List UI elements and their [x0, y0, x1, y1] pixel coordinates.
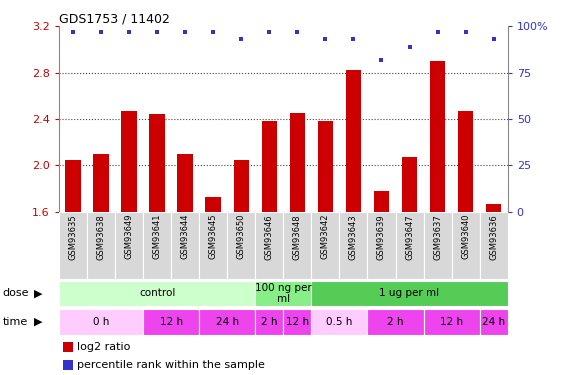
Bar [255, 309, 283, 334]
Bar [199, 309, 255, 334]
Bar [396, 212, 424, 279]
Point [349, 36, 358, 42]
Text: 2 h: 2 h [261, 316, 278, 327]
Text: ▶: ▶ [34, 316, 43, 327]
Point [153, 29, 162, 35]
Text: GSM93644: GSM93644 [181, 214, 190, 260]
Text: GSM93648: GSM93648 [293, 214, 302, 260]
Text: GSM93638: GSM93638 [96, 214, 105, 260]
Text: 12 h: 12 h [440, 316, 463, 327]
Point [125, 29, 134, 35]
Bar [430, 61, 445, 212]
Text: GSM93635: GSM93635 [68, 214, 77, 260]
Bar [149, 114, 165, 212]
Bar [143, 309, 199, 334]
Bar [227, 212, 255, 279]
Bar [283, 309, 311, 334]
Bar [311, 309, 367, 334]
Text: GSM93642: GSM93642 [321, 214, 330, 260]
Bar [452, 212, 480, 279]
Text: GSM93641: GSM93641 [153, 214, 162, 260]
Text: percentile rank within the sample: percentile rank within the sample [77, 360, 265, 370]
Text: GDS1753 / 11402: GDS1753 / 11402 [59, 12, 170, 25]
Bar [59, 280, 255, 306]
Point [461, 29, 470, 35]
Bar [367, 212, 396, 279]
Bar [486, 204, 502, 212]
Text: control: control [139, 288, 175, 298]
Text: 12 h: 12 h [159, 316, 183, 327]
Bar [480, 309, 508, 334]
Text: GSM93649: GSM93649 [125, 214, 134, 260]
Bar [458, 111, 473, 212]
Bar [87, 212, 115, 279]
Point [489, 36, 498, 42]
Text: 100 ng per
ml: 100 ng per ml [255, 283, 312, 304]
Text: 0 h: 0 h [93, 316, 109, 327]
Text: GSM93639: GSM93639 [377, 214, 386, 260]
Bar [63, 342, 73, 352]
Text: GSM93636: GSM93636 [489, 214, 498, 260]
Bar [402, 158, 417, 212]
Text: GSM93643: GSM93643 [349, 214, 358, 260]
Bar [93, 154, 109, 212]
Bar [59, 212, 87, 279]
Bar [59, 309, 143, 334]
Bar [289, 113, 305, 212]
Point [237, 36, 246, 42]
Text: 1 ug per ml: 1 ug per ml [379, 288, 440, 298]
Point [321, 36, 330, 42]
Point [433, 29, 442, 35]
Text: GSM93650: GSM93650 [237, 214, 246, 260]
Text: 24 h: 24 h [215, 316, 239, 327]
Bar [367, 309, 424, 334]
Bar [318, 122, 333, 212]
Bar [143, 212, 171, 279]
Point [96, 29, 105, 35]
Bar [424, 212, 452, 279]
Text: GSM93640: GSM93640 [461, 214, 470, 260]
Bar [205, 197, 221, 212]
Text: 2 h: 2 h [387, 316, 404, 327]
Bar [346, 70, 361, 212]
Bar [283, 212, 311, 279]
Bar [339, 212, 367, 279]
Bar [233, 160, 249, 212]
Point [293, 29, 302, 35]
Point [265, 29, 274, 35]
Bar [115, 212, 143, 279]
Bar [374, 191, 389, 212]
Text: 24 h: 24 h [482, 316, 505, 327]
Bar [261, 122, 277, 212]
Bar [255, 212, 283, 279]
Point [68, 29, 77, 35]
Bar [480, 212, 508, 279]
Text: GSM93637: GSM93637 [433, 214, 442, 260]
Bar [311, 280, 508, 306]
Point [377, 57, 386, 63]
Bar [121, 111, 137, 212]
Bar [424, 309, 480, 334]
Text: log2 ratio: log2 ratio [77, 342, 130, 352]
Text: GSM93646: GSM93646 [265, 214, 274, 260]
Text: ▶: ▶ [34, 288, 43, 298]
Bar [311, 212, 339, 279]
Point [181, 29, 190, 35]
Text: 12 h: 12 h [286, 316, 309, 327]
Bar [65, 160, 81, 212]
Point [209, 29, 218, 35]
Text: GSM93647: GSM93647 [405, 214, 414, 260]
Text: time: time [3, 316, 28, 327]
Text: 0.5 h: 0.5 h [326, 316, 353, 327]
Bar [177, 154, 193, 212]
Bar [63, 360, 73, 370]
Text: dose: dose [3, 288, 29, 298]
Bar [199, 212, 227, 279]
Bar [171, 212, 199, 279]
Text: GSM93645: GSM93645 [209, 214, 218, 260]
Point [405, 44, 414, 50]
Bar [255, 280, 311, 306]
